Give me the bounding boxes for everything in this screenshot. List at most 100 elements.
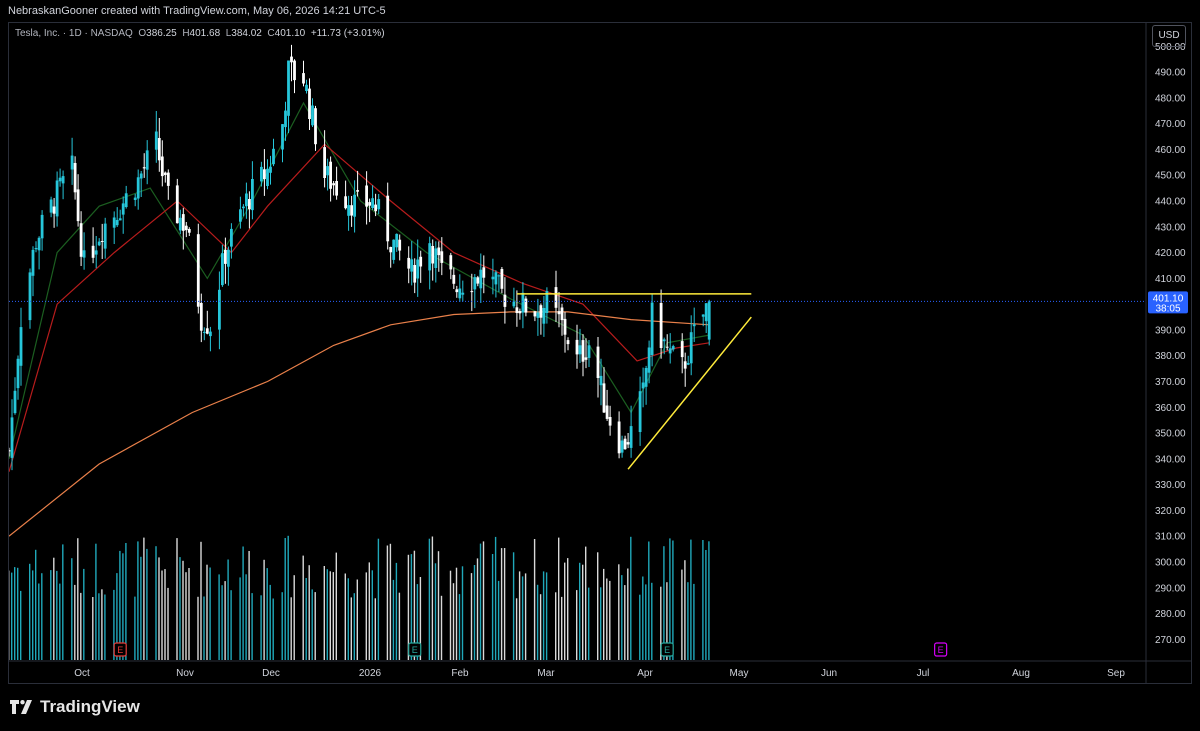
volume-bar	[35, 549, 37, 660]
volume-bar	[92, 597, 94, 660]
price-axis-tick-label: 320.00	[1155, 506, 1186, 517]
volume-bar	[702, 540, 704, 660]
volume-bar	[518, 571, 521, 660]
low-value: 384.02	[231, 28, 262, 39]
volume-bar	[542, 571, 545, 660]
candle-body	[494, 272, 498, 285]
volume-bar	[648, 541, 650, 660]
open-label: O	[138, 28, 147, 39]
candle-body	[521, 292, 525, 313]
volume-bar	[239, 577, 241, 660]
volume-bar	[558, 537, 560, 660]
candle-body	[184, 225, 188, 231]
candle-body	[449, 255, 453, 270]
candle-body	[623, 438, 627, 450]
volume-bar	[29, 563, 31, 660]
candle-body	[428, 243, 432, 271]
volume-bar	[377, 538, 380, 660]
volume-bar	[137, 541, 139, 660]
volume-bar	[521, 576, 524, 660]
price-axis-tick-label: 270.00	[1155, 635, 1186, 646]
volume-bar	[579, 562, 581, 660]
earnings-marker-label: E	[664, 645, 670, 655]
high-value: 401.68	[189, 28, 221, 39]
volume-bar	[161, 570, 163, 660]
moving-average-line-1	[9, 101, 710, 460]
volume-bar	[687, 582, 689, 660]
volume-bar	[269, 584, 271, 660]
volume-bar	[230, 590, 232, 660]
volume-bar	[71, 558, 73, 660]
volume-bar	[9, 570, 10, 660]
volume-bar	[555, 592, 557, 660]
volume-bar	[621, 575, 623, 660]
candle-body	[356, 190, 359, 192]
volume-bar	[209, 567, 211, 660]
candle-body	[377, 199, 381, 210]
candle-body	[350, 205, 353, 216]
earnings-marker-label: E	[412, 645, 418, 655]
volume-bar	[281, 592, 283, 660]
volume-bar	[146, 548, 148, 660]
candle-body	[139, 173, 143, 179]
volume-bar	[407, 554, 410, 660]
tradingview-logo[interactable]: TradingView	[10, 697, 140, 717]
candle-body	[503, 294, 507, 307]
volume-bar	[398, 592, 401, 660]
volume-bar	[419, 577, 422, 660]
volume-bar	[17, 567, 19, 660]
volume-bar	[113, 589, 115, 660]
candle-body	[566, 340, 570, 345]
earnings-marker	[408, 642, 422, 657]
volume-bar	[494, 536, 497, 660]
volume-bar	[413, 550, 416, 660]
candle-body	[199, 303, 203, 331]
earnings-marker	[660, 642, 674, 657]
volume-bar	[176, 538, 178, 660]
candle-body	[115, 220, 119, 226]
price-axis-tick-label: 370.00	[1155, 377, 1186, 388]
volume-bar	[449, 570, 452, 660]
candle-body	[575, 339, 579, 355]
volume-bar	[125, 543, 127, 660]
time-axis-tick-label: Aug	[1012, 668, 1030, 679]
candle-body	[70, 155, 74, 170]
earnings-marker-label: E	[117, 645, 123, 655]
candle-body	[416, 259, 420, 279]
candle-body	[482, 267, 486, 278]
price-axis-tick-label: 470.00	[1155, 119, 1186, 130]
candle-body	[332, 183, 335, 186]
candle-body	[368, 202, 371, 206]
price-axis-tick-label: 410.00	[1155, 274, 1186, 285]
candle-body	[178, 217, 182, 231]
volume-bar	[503, 548, 506, 660]
candle-body	[668, 348, 672, 354]
volume-bar	[56, 570, 58, 660]
volume-bar	[386, 545, 389, 660]
price-axis-tick-label: 360.00	[1155, 403, 1186, 414]
candle-body	[82, 250, 86, 258]
volume-bar	[600, 587, 602, 660]
candle-body	[31, 249, 35, 276]
candle-body	[410, 259, 414, 272]
candle-body	[157, 138, 161, 161]
candle-body	[689, 332, 693, 364]
candle-body	[413, 265, 417, 283]
candle-body	[118, 218, 122, 221]
volume-bar	[660, 586, 662, 660]
candle-body	[557, 311, 561, 315]
volume-bar	[476, 558, 479, 660]
candle-body	[512, 301, 516, 307]
candle-body	[205, 328, 209, 334]
price-chart[interactable]: E E E E 500.00 490.00 480.00 470.00 460.00 450.00…	[0, 0, 1200, 690]
volume-bar	[576, 590, 578, 660]
earnings-marker	[934, 642, 948, 657]
volume-bar	[630, 536, 632, 660]
volume-bar	[335, 552, 337, 660]
volume-bar	[302, 555, 304, 660]
volume-bar	[14, 567, 16, 660]
volume-bar	[329, 571, 331, 660]
volume-bar	[20, 590, 22, 660]
currency-button[interactable]: USD	[1152, 25, 1186, 47]
candle-body	[386, 195, 390, 242]
